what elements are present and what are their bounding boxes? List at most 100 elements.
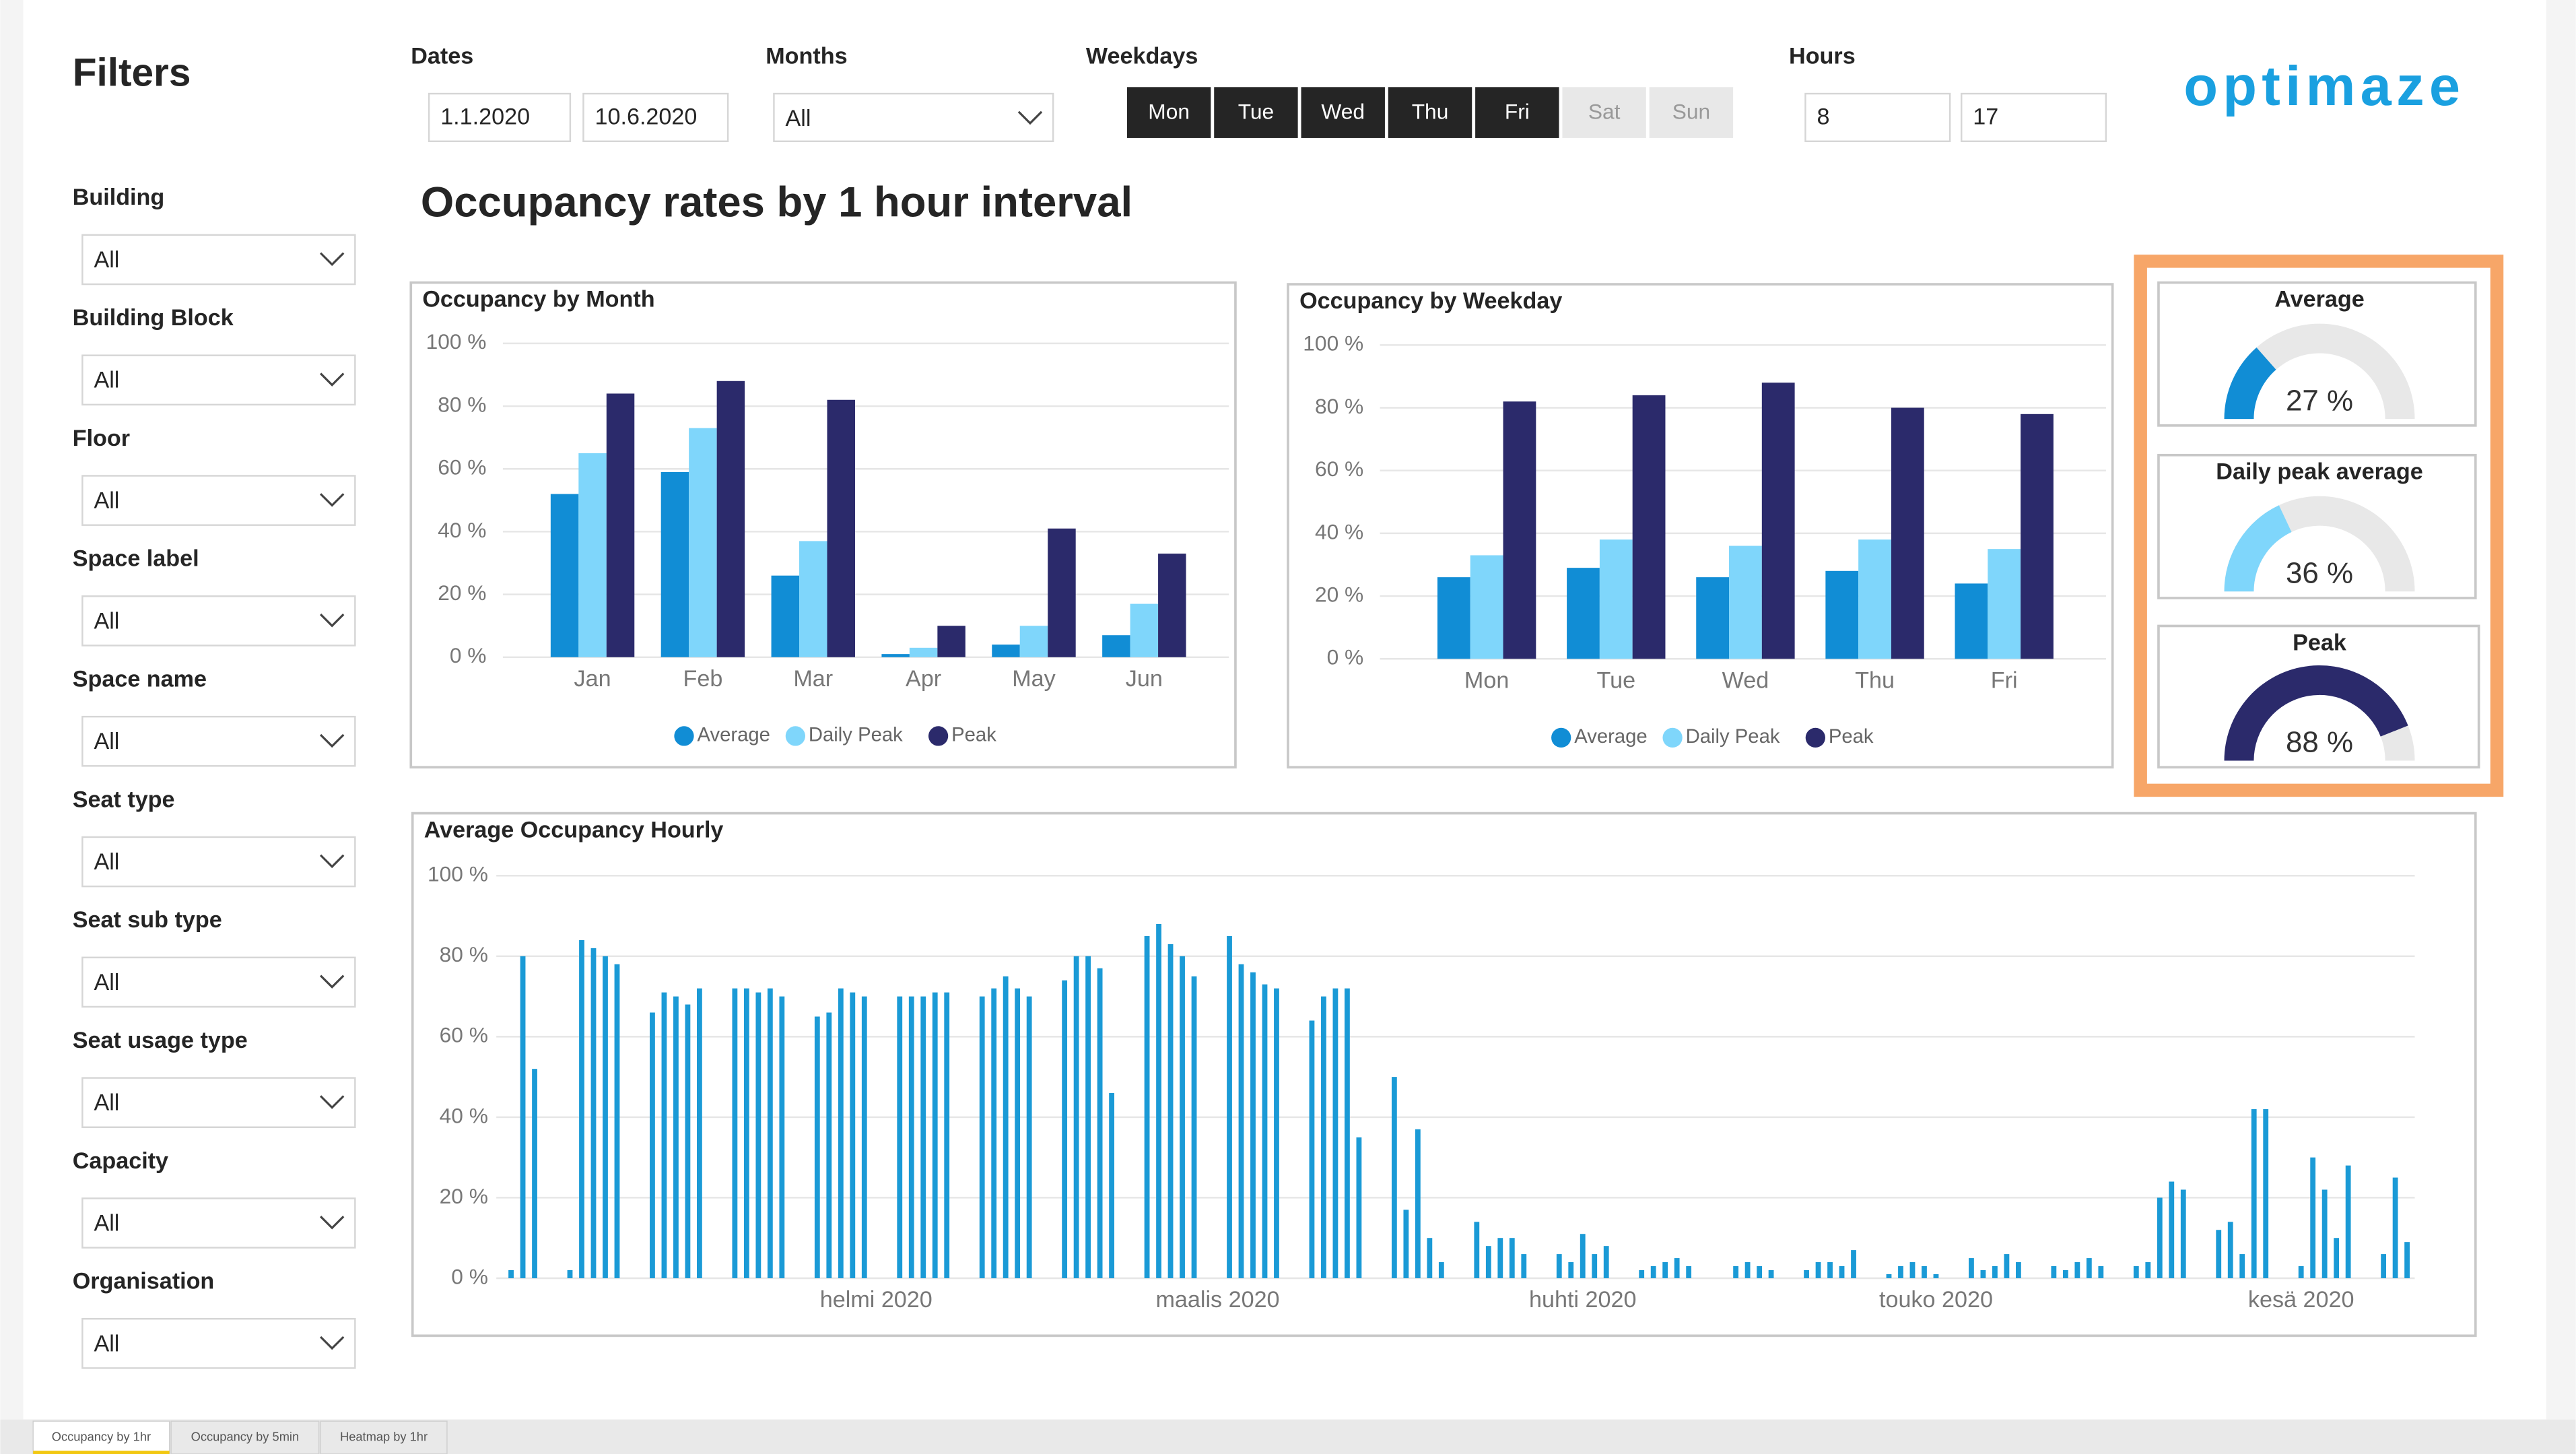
- filter-dropdown[interactable]: [81, 475, 356, 526]
- chart-title: Occupancy by Weekday: [1299, 288, 1562, 314]
- legend-label: Average: [697, 725, 770, 746]
- filter-dropdown[interactable]: [81, 354, 356, 406]
- bar: [2310, 1157, 2316, 1278]
- weekday-button[interactable]: [1214, 87, 1298, 138]
- slicer-label: Weekdays: [1086, 43, 1198, 69]
- bar: [1156, 924, 1161, 1278]
- gauge-track: [2224, 323, 2415, 420]
- weekday-button[interactable]: [1126, 87, 1211, 138]
- legend-swatch: [1805, 727, 1825, 748]
- page-title: Occupancy rates by 1 hour interval: [421, 179, 1132, 226]
- y-tick-label: 60 %: [440, 1023, 488, 1047]
- hour-input[interactable]: [1804, 92, 1951, 143]
- weekday-button[interactable]: [1301, 87, 1385, 138]
- bar: [508, 1270, 514, 1278]
- legend-swatch: [1662, 727, 1683, 748]
- bar: [1909, 1262, 1916, 1278]
- weekday-button[interactable]: [1562, 87, 1646, 138]
- chart-frame: [411, 812, 2477, 1337]
- filter-value: All: [94, 1090, 119, 1116]
- filter-value: All: [94, 488, 119, 514]
- legend-swatch: [785, 726, 806, 746]
- date-input[interactable]: [582, 92, 729, 143]
- legend-label: Daily Peak: [1686, 726, 1780, 748]
- bar: [1603, 1246, 1609, 1278]
- bar: [2086, 1258, 2092, 1278]
- y-tick-label: 60 %: [438, 455, 486, 480]
- bar: [1158, 554, 1186, 657]
- gauge-value-label: 27 %: [2286, 384, 2353, 417]
- filter-dropdown[interactable]: [81, 1197, 356, 1249]
- gauge-value: [2224, 347, 2276, 420]
- y-tick-label: 20 %: [1315, 582, 1363, 606]
- dropdown-chevron: [319, 493, 345, 507]
- page-tab[interactable]: [32, 1420, 170, 1454]
- bar: [1815, 1262, 1821, 1278]
- bar: [1696, 577, 1730, 659]
- bar: [1969, 1258, 1974, 1278]
- legend-label: Peak: [951, 725, 996, 746]
- weekday-label: Sun: [1672, 100, 1710, 124]
- gauge-title: Peak: [2293, 630, 2347, 655]
- bar: [2251, 1109, 2257, 1278]
- bar: [2098, 1266, 2104, 1278]
- bar: [1955, 583, 1988, 659]
- filter-dropdown[interactable]: [81, 595, 356, 647]
- bar: [673, 996, 679, 1278]
- filter-value: All: [94, 970, 119, 995]
- slicer-label: Dates: [411, 43, 473, 69]
- hour-input[interactable]: [1960, 92, 2107, 143]
- bar: [1922, 1266, 1927, 1278]
- legend-label: Average: [1574, 726, 1647, 748]
- bar: [1580, 1234, 1586, 1278]
- filter-dropdown[interactable]: [81, 1318, 356, 1369]
- bar: [1191, 976, 1197, 1278]
- bar: [614, 964, 620, 1278]
- page-tab[interactable]: [320, 1420, 448, 1454]
- x-tick-label: helmi 2020: [820, 1287, 933, 1313]
- filter-dropdown[interactable]: [81, 1077, 356, 1128]
- y-tick-label: 0 %: [450, 643, 487, 667]
- chart-frame: [1287, 283, 2114, 769]
- hour-value: 17: [1973, 104, 1998, 130]
- filter-dropdown[interactable]: [81, 715, 356, 767]
- page-tab[interactable]: [170, 1420, 320, 1454]
- date-value: 10.6.2020: [595, 104, 698, 130]
- filter-label: Organisation: [73, 1269, 215, 1294]
- bar: [2334, 1238, 2340, 1278]
- bar: [1497, 1238, 1503, 1278]
- bar: [908, 996, 914, 1278]
- weekday-label: Thu: [1412, 100, 1449, 124]
- gauge-value: [2224, 665, 2408, 761]
- months-dropdown[interactable]: [773, 92, 1054, 143]
- filter-dropdown[interactable]: [81, 234, 356, 286]
- bar: [1180, 956, 1185, 1278]
- bar: [992, 645, 1020, 657]
- weekday-label: Wed: [1321, 100, 1365, 124]
- y-tick-label: 60 %: [1315, 457, 1363, 481]
- bar: [603, 956, 608, 1278]
- filter-dropdown[interactable]: [81, 836, 356, 888]
- dropdown-chevron: [319, 1216, 345, 1230]
- legend-label: Daily Peak: [809, 725, 903, 746]
- weekday-button[interactable]: [1649, 87, 1734, 138]
- bar: [2216, 1230, 2222, 1278]
- bar: [1662, 1262, 1668, 1278]
- bar: [1886, 1274, 1892, 1278]
- bar: [1757, 1266, 1763, 1278]
- bar: [1650, 1266, 1656, 1278]
- dropdown-chevron: [319, 252, 345, 267]
- bar: [2321, 1189, 2328, 1278]
- bar: [1474, 1222, 1480, 1278]
- filter-dropdown[interactable]: [81, 956, 356, 1008]
- weekday-button[interactable]: [1388, 87, 1472, 138]
- bar: [1556, 1254, 1562, 1278]
- x-tick-label: touko 2020: [1879, 1287, 1993, 1313]
- date-input[interactable]: [428, 92, 572, 143]
- tab-label: Occupancy by 1hr: [52, 1429, 151, 1443]
- bar: [1437, 577, 1470, 659]
- bar: [2021, 414, 2054, 659]
- bar: [716, 381, 745, 657]
- weekday-button[interactable]: [1475, 87, 1559, 138]
